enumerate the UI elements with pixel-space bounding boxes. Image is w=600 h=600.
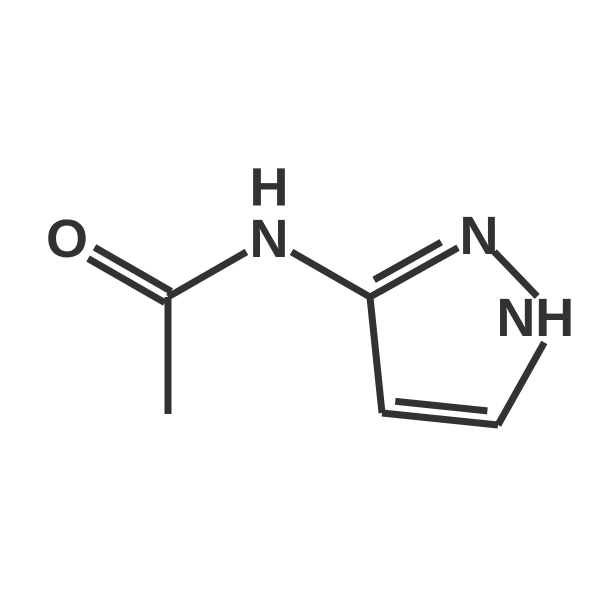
atom-N1: NH: [496, 288, 574, 348]
atom-Namide: N: [250, 209, 289, 269]
atom-Namide-H: H: [250, 158, 289, 218]
atom-N2: N: [460, 206, 499, 266]
atom-O: O: [46, 209, 88, 269]
